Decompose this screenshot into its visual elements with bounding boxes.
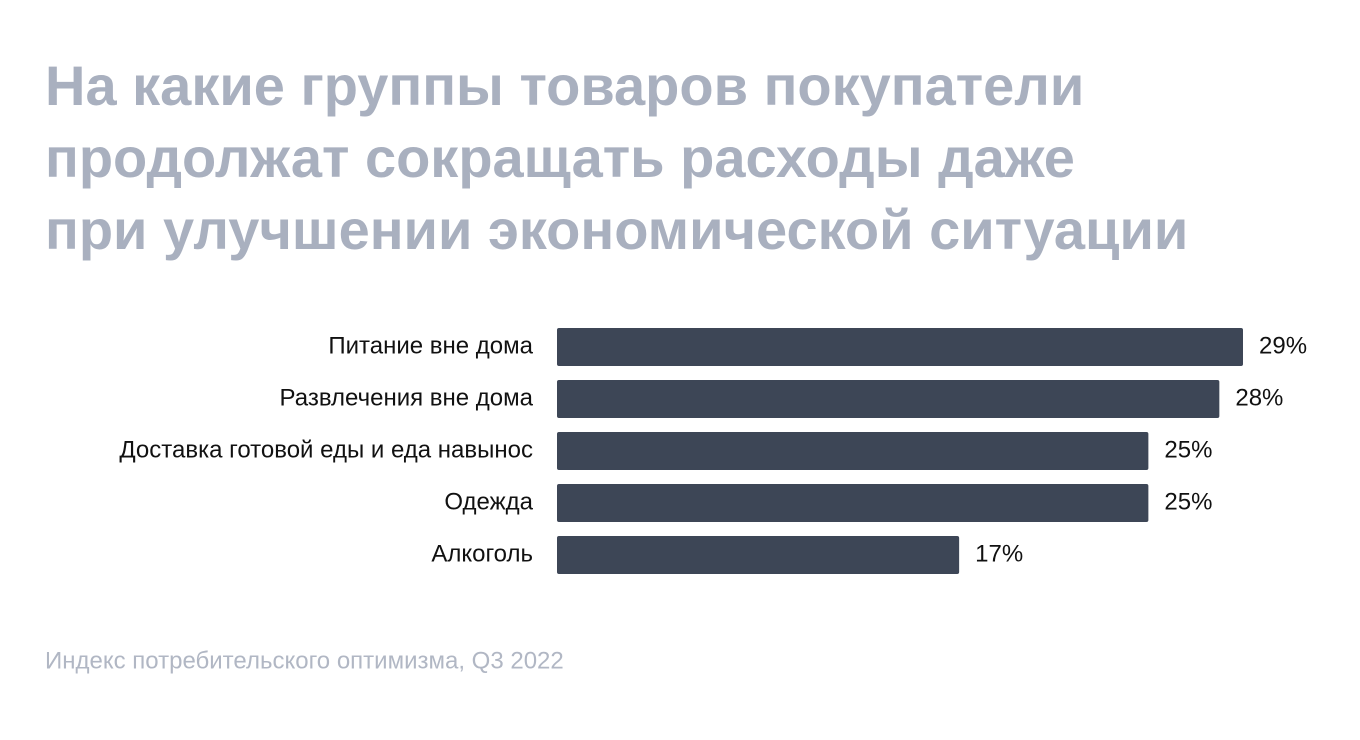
value-label: 25% bbox=[1164, 436, 1212, 463]
value-label: 25% bbox=[1164, 488, 1212, 515]
value-label: 29% bbox=[1259, 332, 1307, 359]
category-label: Доставка готовой еды и еда навынос bbox=[119, 436, 533, 463]
chart-title: продолжат сокращать расходы даже bbox=[45, 126, 1075, 189]
category-label: Алкоголь bbox=[431, 540, 533, 567]
source: Индекс потребительского оптимизма, Q3 20… bbox=[45, 647, 564, 674]
category-label: Питание вне дома bbox=[328, 332, 533, 359]
bar bbox=[557, 328, 1243, 366]
bar bbox=[557, 432, 1149, 470]
bar bbox=[557, 380, 1220, 418]
chart-title: На какие группы товаров покупатели bbox=[45, 54, 1084, 117]
chart-title: при улучшении экономической ситуации bbox=[45, 198, 1188, 261]
category-label: Развлечения вне дома bbox=[280, 384, 534, 411]
bar bbox=[557, 536, 960, 574]
value-label: 28% bbox=[1235, 384, 1283, 411]
bar bbox=[557, 484, 1149, 522]
category-label: Одежда bbox=[444, 488, 533, 515]
value-label: 17% bbox=[975, 540, 1023, 567]
